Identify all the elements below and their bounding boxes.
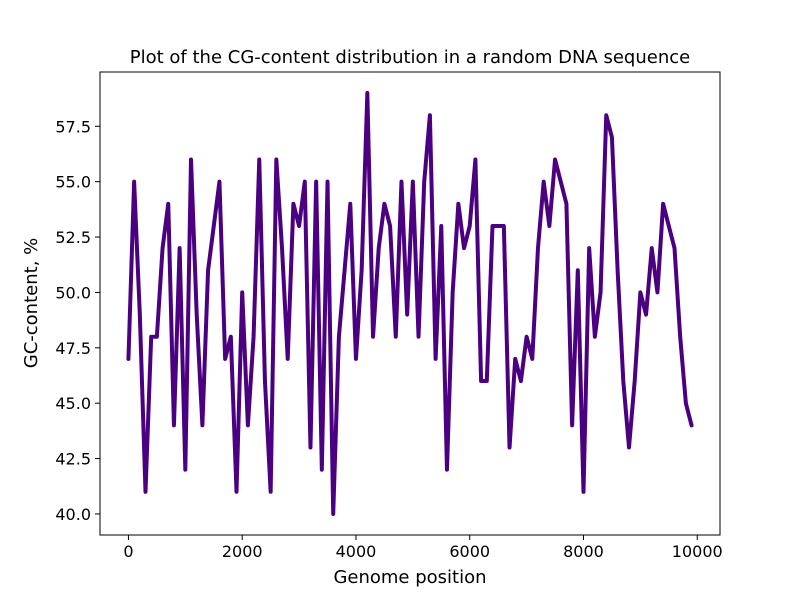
x-tick-label: 2000 [222,542,263,561]
x-tick-label: 6000 [449,542,490,561]
y-axis: 40.0 42.5 45.0 47.5 50.0 52.5 55.0 57.5 [55,117,100,524]
y-tick-label: 55.0 [55,173,91,192]
x-tick-label: 0 [123,542,133,561]
x-tick-label: 4000 [336,542,377,561]
y-tick-label: 57.5 [55,117,91,136]
y-tick-label: 42.5 [55,450,91,469]
y-tick-label: 52.5 [55,228,91,247]
series-line-0 [126,91,694,516]
y-tick-label: 45.0 [55,394,91,413]
chart-title: Plot of the CG-content distribution in a… [130,47,690,68]
plot-layer [126,91,694,516]
y-tick-label: 47.5 [55,339,91,358]
plot-frame [99,71,721,536]
x-axis: 0 2000 4000 6000 8000 10000 [123,535,723,561]
y-tick-label: 40.0 [55,505,91,524]
x-tick-label: 10000 [672,542,723,561]
y-tick-label: 50.0 [55,283,91,302]
x-axis-label: Genome position [333,567,486,588]
x-tick-label: 8000 [563,542,604,561]
y-axis-label: GC-content, % [21,238,42,368]
